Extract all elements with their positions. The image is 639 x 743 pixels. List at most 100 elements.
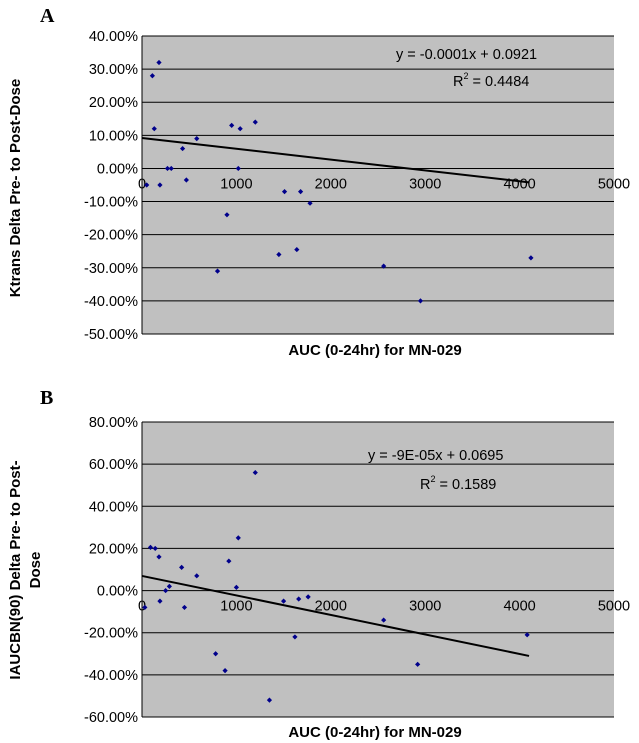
plot-area <box>142 422 614 717</box>
data-point <box>252 469 258 476</box>
y-tick-label: -10.00% <box>84 195 138 211</box>
data-points <box>144 59 534 304</box>
x-tick-labels: 0 1000 2000 3000 4000 5000 <box>138 176 630 192</box>
x-tick-label: 1000 <box>220 176 252 192</box>
data-point <box>235 535 241 541</box>
data-point <box>415 661 421 667</box>
y-tick-label: 30.00% <box>89 62 138 78</box>
data-point <box>164 165 171 172</box>
y-tick-label: -50.00% <box>84 327 138 343</box>
data-point <box>524 632 530 638</box>
data-point <box>381 263 387 269</box>
x-tick-label: 1000 <box>220 599 252 615</box>
gridlines <box>141 421 614 718</box>
data-point <box>296 596 302 602</box>
r-squared-value: = 0.1589 <box>436 477 497 493</box>
data-point <box>144 182 150 188</box>
r-squared-symbol: R <box>420 477 430 493</box>
y-tick-label: 20.00% <box>89 95 138 111</box>
trendline-equation: y = -0.0001x + 0.0921 <box>396 47 537 63</box>
r-squared-symbol: R <box>453 74 463 90</box>
data-point <box>166 583 172 589</box>
y-tick-labels: 40.00% 30.00% 20.00% 10.00% 0.00% -10.00% -20.… <box>84 29 138 343</box>
panel-b: B 80.00% 60.00% 40.00% 20.00% 0.00% -20.00% -4… <box>7 387 630 741</box>
data-point <box>156 59 162 66</box>
data-point <box>194 136 200 142</box>
data-point <box>213 651 219 657</box>
data-point <box>381 617 387 623</box>
y-tick-label: 80.00% <box>89 415 138 431</box>
y-tick-label: -40.00% <box>84 294 138 310</box>
data-point <box>156 554 162 560</box>
x-tick-label: 5000 <box>598 176 630 192</box>
gridlines <box>141 35 614 335</box>
data-point <box>152 545 158 552</box>
data-point <box>292 634 298 640</box>
y-tick-label: -20.00% <box>84 626 138 642</box>
y-tick-label: -30.00% <box>84 261 138 277</box>
r-squared-exponent: 2 <box>463 71 468 81</box>
x-tick-label: 2000 <box>315 599 347 615</box>
data-point <box>294 246 300 253</box>
y-tick-label: 40.00% <box>89 499 138 515</box>
data-point <box>237 126 243 132</box>
trendline <box>141 574 530 657</box>
data-point <box>179 564 185 570</box>
data-point <box>149 73 155 79</box>
y-tick-label: 10.00% <box>89 128 138 144</box>
y-tick-label: 60.00% <box>89 457 138 473</box>
data-point <box>142 604 148 611</box>
data-point <box>157 182 163 188</box>
data-point <box>229 122 235 128</box>
x-tick-label: 0 <box>138 599 146 615</box>
x-axis-title: AUC (0-24hr) for MN-029 <box>288 724 461 741</box>
data-point <box>181 604 188 611</box>
y-tick-labels: 80.00% 60.00% 40.00% 20.00% 0.00% -20.00% -40.… <box>84 415 138 726</box>
y-axis-title-line2: Dose <box>27 552 44 589</box>
data-point <box>224 212 230 218</box>
y-tick-label: -60.00% <box>84 710 138 726</box>
x-axis-title: AUC (0-24hr) for MN-029 <box>288 342 461 359</box>
data-point <box>252 119 258 125</box>
data-point <box>297 189 304 195</box>
data-point <box>528 255 534 261</box>
r-squared-exponent: 2 <box>430 474 435 484</box>
data-point <box>226 558 232 564</box>
data-point <box>163 587 169 594</box>
r-squared-value: = 0.4484 <box>469 74 530 90</box>
y-tick-label: 0.00% <box>97 584 138 600</box>
data-point <box>233 584 239 591</box>
panel-a-label: A <box>40 5 55 27</box>
trendline-equation: y = -9E-05x + 0.0695 <box>368 448 503 464</box>
data-point <box>157 598 163 604</box>
data-point <box>266 697 273 703</box>
data-point <box>235 165 241 172</box>
x-tick-label: 3000 <box>409 176 441 192</box>
y-tick-label: 0.00% <box>97 161 138 177</box>
x-tick-label: 4000 <box>503 599 535 615</box>
panel-a: A 40.00% 30.00% 20.00% 10.00% 0.00% -10.00% -2… <box>7 5 630 359</box>
data-points <box>142 469 530 703</box>
data-point <box>281 189 288 195</box>
y-tick-label: -40.00% <box>84 668 138 684</box>
x-tick-label: 4000 <box>503 176 535 192</box>
y-tick-label: 40.00% <box>89 29 138 45</box>
y-tick-label: -20.00% <box>84 228 138 244</box>
data-point <box>147 544 154 550</box>
y-axis-title-line1: IAUCBN(90) Delta Pre- to Post- <box>7 460 24 679</box>
data-point <box>168 165 174 172</box>
data-point <box>183 177 189 183</box>
data-point <box>307 200 313 206</box>
data-point <box>179 145 186 152</box>
data-point <box>214 268 221 274</box>
x-tick-label: 5000 <box>598 599 630 615</box>
y-tick-label: 20.00% <box>89 541 138 557</box>
x-tick-labels: 0 1000 2000 3000 4000 5000 <box>138 599 630 615</box>
x-tick-label: 0 <box>138 176 146 192</box>
y-axis-title: Ktrans Delta Pre- to Post-Dose <box>7 79 24 297</box>
data-point <box>151 126 157 132</box>
data-point <box>276 251 282 258</box>
data-point <box>281 598 287 604</box>
data-point <box>194 573 200 579</box>
